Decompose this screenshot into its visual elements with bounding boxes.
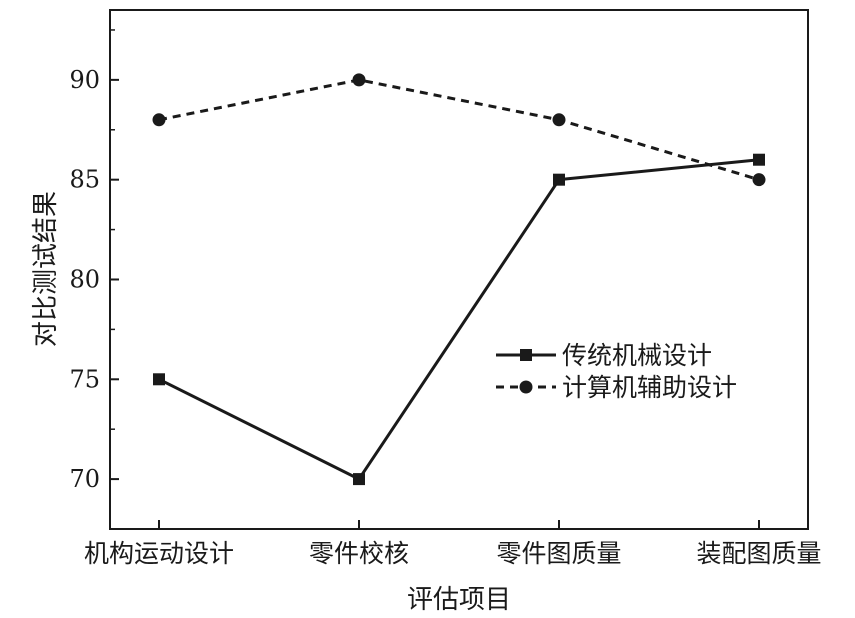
data-point-square: [353, 473, 365, 486]
x-axis-title: 评估项目: [407, 585, 511, 615]
x-tick-label: 装配图质量: [696, 539, 821, 568]
series-markers: [152, 73, 766, 486]
legend-entry-cad: 计算机辅助设计: [496, 373, 737, 402]
series-line-1: [158, 78, 760, 182]
x-tick-label: 零件图质量: [496, 539, 621, 568]
y-tick-label: 85: [69, 166, 100, 194]
y-tick-label: 90: [69, 66, 100, 94]
y-tick-label: 75: [69, 365, 100, 393]
legend-marker-circle: [519, 380, 533, 394]
series-lines: [158, 78, 760, 481]
data-point-circle: [152, 113, 166, 127]
y-tick-labels: 70 75 80 85 90: [69, 66, 100, 493]
data-point-square: [153, 373, 165, 386]
series-line-0: [158, 158, 760, 481]
x-tick-label: 零件校核: [309, 539, 409, 568]
data-point-square: [753, 153, 765, 166]
legend-entry-traditional: 传统机械设计: [496, 341, 712, 370]
legend: 传统机械设计 计算机辅助设计: [496, 341, 737, 402]
x-tick-label: 机构运动设计: [84, 539, 234, 568]
data-point-square: [553, 173, 565, 186]
x-tick-labels: 机构运动设计 零件校核 零件图质量 装配图质量: [84, 539, 822, 568]
y-tick-label: 70: [69, 465, 100, 493]
legend-marker-square: [520, 349, 532, 361]
axis-ticks: [110, 29, 760, 530]
data-point-circle: [552, 113, 566, 127]
legend-label-cad: 计算机辅助设计: [562, 373, 737, 402]
y-axis-title: 对比测试结果: [31, 191, 61, 347]
legend-label-traditional: 传统机械设计: [562, 341, 712, 370]
y-tick-label: 80: [69, 265, 100, 293]
data-point-circle: [352, 73, 366, 87]
data-point-circle: [752, 173, 766, 187]
plot-frame: [109, 9, 809, 530]
